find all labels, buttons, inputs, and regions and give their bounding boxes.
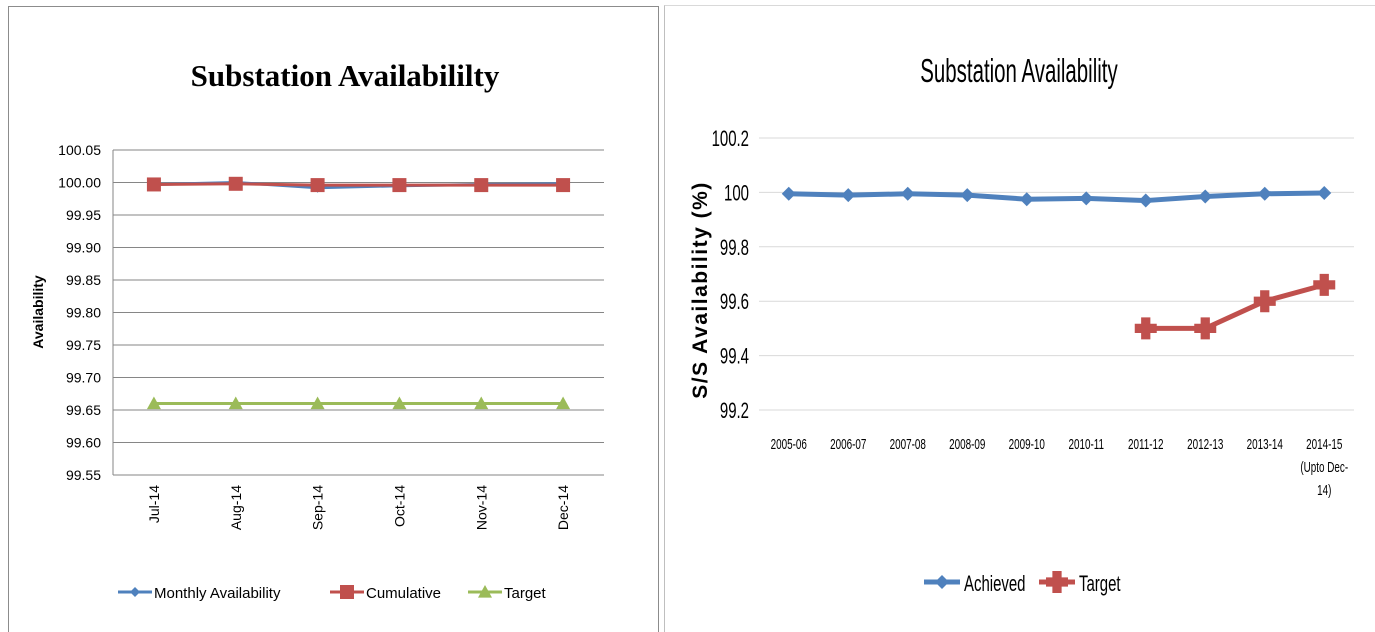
y-tick-label: 100.00	[58, 175, 101, 191]
x-tick-label: Dec-14	[555, 485, 571, 530]
data-point	[1194, 317, 1217, 340]
y-tick-label: 99.2	[720, 398, 749, 423]
x-tick-label: Nov-14	[473, 485, 489, 530]
chart-title: Substation Availabililty	[191, 58, 500, 93]
x-tick-label: 2013-14	[1247, 436, 1283, 453]
yearly-chart-svg: Substation Availability 99.2 99.4 99.6 99.8 1…	[689, 52, 1354, 596]
x-tick-label: Oct-14	[391, 485, 407, 527]
y-tick-label: 99.80	[66, 305, 101, 321]
legend-label: Achieved	[964, 571, 1025, 596]
legend-label: Cumulative	[366, 585, 441, 602]
series-target	[146, 396, 571, 410]
legend-item: Monthly Availability	[118, 585, 281, 602]
data-point	[1198, 189, 1213, 204]
data-point	[474, 396, 489, 410]
data-point	[1317, 185, 1332, 200]
y-tick-label: 99.70	[66, 370, 101, 386]
legend-item: Target	[468, 585, 547, 602]
x-tick-label: 2014-15 (Upto Dec-14)	[1300, 436, 1348, 499]
x-tick-label: 2009-10	[1009, 436, 1045, 453]
availability-chart-monthly: Substation Availabililty 99.55 99.60 99.65 9…	[0, 0, 661, 632]
legend-marker	[1046, 571, 1068, 593]
y-tick-label: 99.55	[66, 467, 101, 483]
y-tick-label: 99.90	[66, 240, 101, 256]
availability-chart-yearly: Substation Availability 99.2 99.4 99.6 99.8 1…	[661, 0, 1375, 632]
legend-marker	[340, 585, 354, 599]
data-point	[310, 396, 325, 410]
y-tick-label: 99.85	[66, 272, 101, 288]
data-point	[900, 186, 915, 201]
data-point	[146, 396, 161, 410]
legend-label: Target	[1079, 571, 1121, 596]
gridlines	[113, 149, 604, 476]
y-tick-label: 99.6	[720, 289, 749, 314]
y-tick-label: 100.2	[712, 126, 749, 151]
data-point	[781, 186, 796, 201]
gridlines	[759, 137, 1354, 411]
data-point	[392, 178, 407, 193]
y-tick-label: 100.05	[58, 142, 101, 158]
y-axis-label: Availability	[30, 275, 46, 349]
data-point	[1138, 193, 1153, 208]
y-tick-label: 99.60	[66, 435, 101, 451]
data-point	[1257, 186, 1272, 201]
data-point	[310, 178, 325, 193]
legend-marker	[478, 585, 492, 598]
x-tick-label: 2005-06	[771, 436, 807, 453]
x-tick-label: 2012-13	[1187, 436, 1223, 453]
y-tick-label: 99.65	[66, 402, 101, 418]
data-point	[1134, 317, 1157, 340]
data-point	[1079, 191, 1094, 206]
data-point	[960, 188, 975, 203]
series-line	[788, 190, 1325, 204]
data-point	[1019, 192, 1034, 207]
data-point	[228, 176, 243, 191]
series-target	[1134, 273, 1336, 340]
data-point	[228, 396, 243, 410]
data-point	[1253, 290, 1276, 313]
monthly-chart-svg: Substation Availabililty 99.55 99.60 99.65 9…	[30, 58, 604, 602]
chart-frame	[664, 5, 1375, 632]
x-tick-label: 2011-12	[1128, 436, 1164, 453]
legend-marker	[935, 575, 949, 589]
series-line	[1145, 282, 1325, 331]
y-axis-label: S/S Availability (%)	[689, 181, 712, 399]
x-tick-label: 2007-08	[890, 436, 926, 453]
data-point	[392, 396, 407, 410]
data-point	[146, 177, 161, 192]
legend-marker	[130, 587, 140, 597]
x-tick-label: 2008-09	[949, 436, 985, 453]
data-point	[1313, 273, 1336, 296]
series-cumulative	[146, 176, 571, 193]
x-tick-label: 2010-11	[1068, 436, 1104, 453]
x-tick-label: Sep-14	[310, 485, 326, 530]
legend-item: Achieved	[924, 571, 1025, 596]
data-point	[556, 396, 571, 410]
y-tick-label: 99.95	[66, 207, 101, 223]
chart-title: Substation Availability	[920, 52, 1118, 89]
legend-item: Cumulative	[330, 585, 441, 602]
y-tick-label: 99.4	[720, 344, 749, 369]
x-tick-label: 2006-07	[830, 436, 866, 453]
y-tick-label: 99.75	[66, 337, 101, 353]
data-point	[474, 178, 489, 193]
legend-label: Monthly Availability	[154, 585, 281, 602]
legend-label: Target	[504, 585, 547, 602]
series-achieved	[781, 185, 1332, 208]
legend-item: Target	[1039, 571, 1121, 596]
data-point	[841, 188, 856, 203]
series-line	[153, 182, 564, 187]
chart-frame	[8, 6, 659, 632]
x-tick-label: Jul-14	[146, 485, 162, 523]
y-tick-label: 99.8	[720, 235, 749, 260]
y-tick-label: 100	[724, 181, 749, 206]
data-point	[556, 178, 571, 193]
x-tick-label: Aug-14	[228, 485, 244, 530]
